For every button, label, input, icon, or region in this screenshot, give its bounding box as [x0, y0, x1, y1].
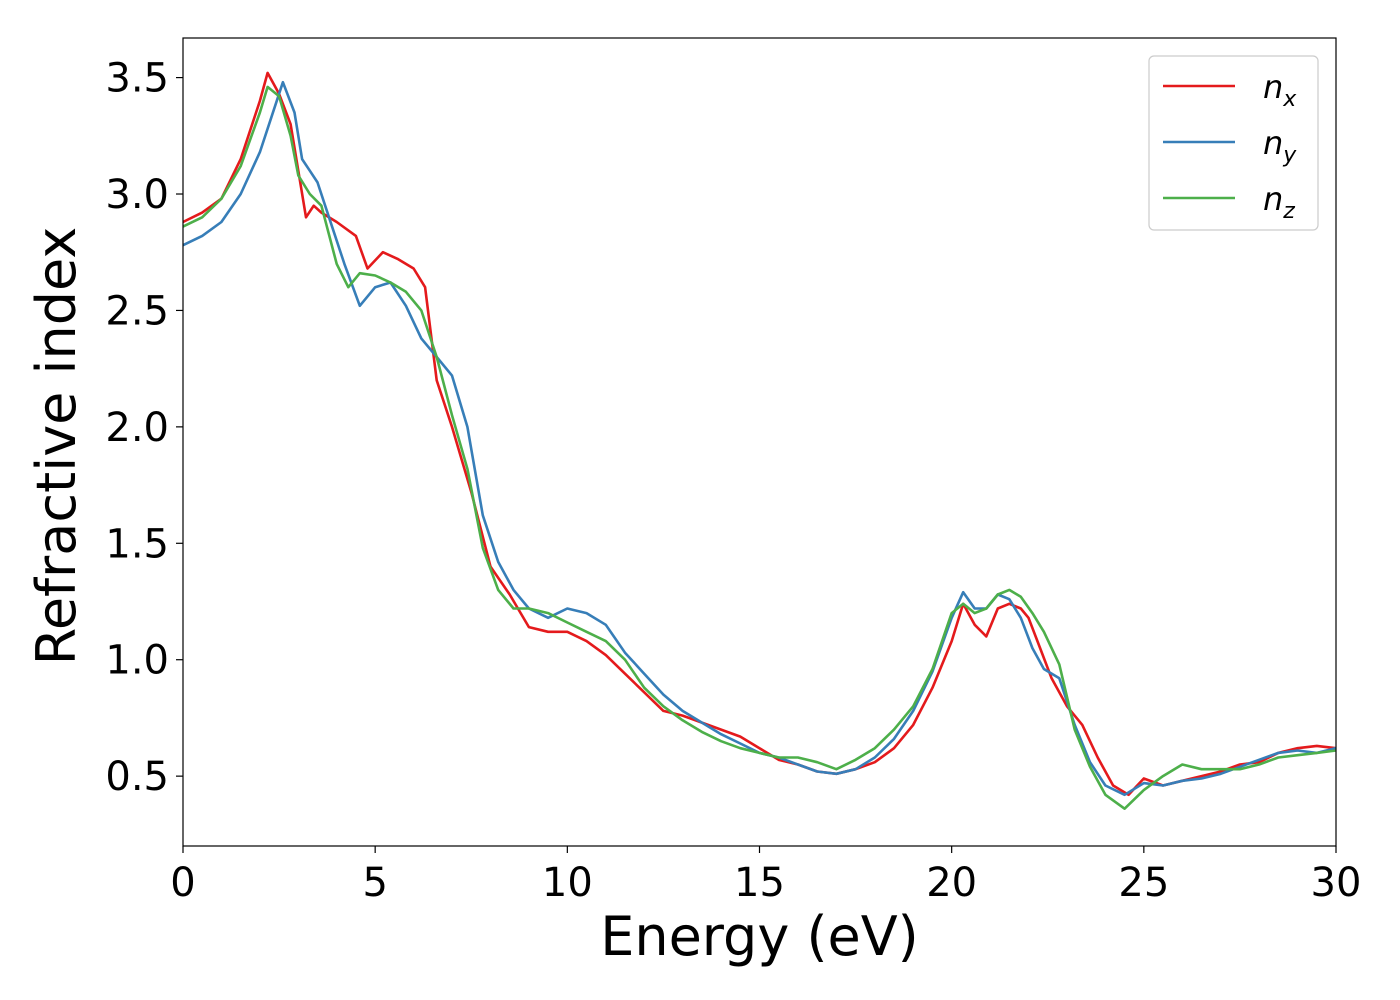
- legend-item-y: ny: [1163, 124, 1297, 168]
- y-tick-label: 1.0: [105, 638, 169, 684]
- series-line-x: [182, 71, 1337, 797]
- series-line-y: [182, 80, 1337, 797]
- y-tick-label: 0.5: [105, 754, 169, 800]
- y-tick-label: 1.5: [105, 521, 169, 567]
- legend-item-x: nx: [1163, 68, 1297, 112]
- legend-label: nz: [1263, 180, 1295, 224]
- x-tick-label: 5: [362, 860, 387, 906]
- x-tick-label: 20: [926, 860, 977, 906]
- y-axis-label: Refractive index: [25, 227, 88, 666]
- x-tick-label: 0: [170, 860, 195, 906]
- series-lines: [182, 71, 1337, 810]
- series-line-z: [182, 85, 1337, 810]
- x-tick-label: 25: [1118, 860, 1169, 906]
- y-tick-label: 3.5: [105, 56, 169, 102]
- legend: nx ny nz: [1148, 55, 1319, 231]
- x-tick-label: 30: [1311, 860, 1362, 906]
- x-tick-label: 10: [542, 860, 593, 906]
- y-tick-label: 3.0: [105, 172, 169, 218]
- x-axis-label: Energy (eV): [600, 905, 919, 968]
- x-tick-label: 15: [734, 860, 785, 906]
- axis-ticks: 0 5 10 15 20 25 30 0.5 1.0 1.5 2.0 2.5 3.0 3.5: [105, 56, 1361, 906]
- legend-label: nx: [1263, 68, 1297, 112]
- y-tick-label: 2.5: [105, 288, 169, 334]
- legend-item-z: nz: [1163, 180, 1295, 224]
- y-tick-label: 2.0: [105, 405, 169, 451]
- legend-label: ny: [1263, 124, 1297, 168]
